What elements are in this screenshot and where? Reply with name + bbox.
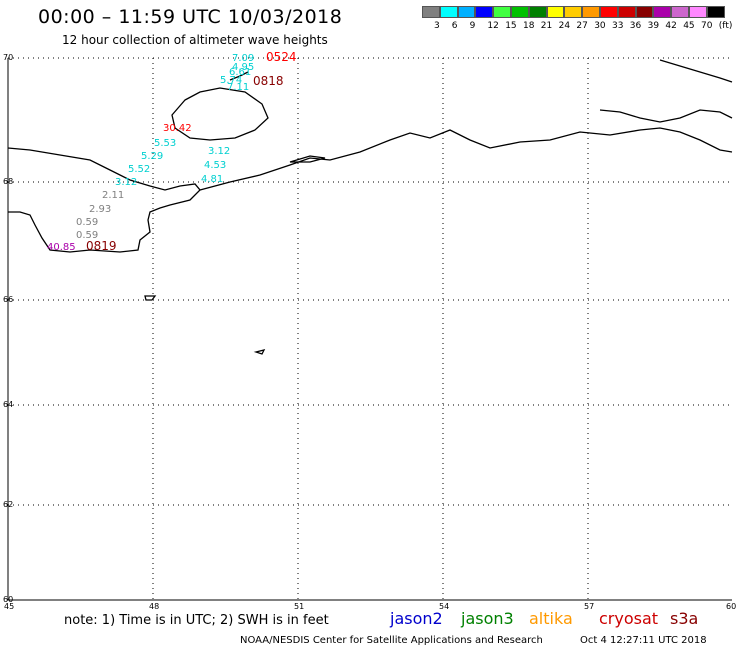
color-swatch bbox=[617, 6, 636, 18]
color-scale-label: 27 bbox=[576, 21, 588, 31]
color-swatch bbox=[564, 6, 583, 18]
color-swatch bbox=[599, 6, 618, 18]
coastline bbox=[7, 59, 733, 355]
color-scale-label: 12 bbox=[487, 21, 499, 31]
small-island-2 bbox=[253, 349, 266, 355]
color-swatch bbox=[546, 6, 565, 18]
color-swatch bbox=[528, 6, 547, 18]
wave-height-label: 5.52 bbox=[128, 164, 150, 175]
longitude-label: 54 bbox=[439, 602, 449, 611]
color-scale-label: 33 bbox=[612, 21, 624, 31]
novaya-zemlya-tip bbox=[229, 71, 249, 81]
color-scale-label: 30 bbox=[594, 21, 606, 31]
satellite-legend-item: cryosat bbox=[599, 609, 659, 628]
longitude-label: 48 bbox=[149, 602, 159, 611]
latitude-label: 66 bbox=[3, 295, 13, 304]
color-scale-label: 3 bbox=[434, 21, 440, 31]
pechora-coast bbox=[199, 127, 733, 191]
wave-height-label: 5.74 bbox=[220, 75, 242, 86]
color-scale-label: 24 bbox=[558, 21, 571, 31]
map-frame bbox=[7, 58, 732, 601]
color-swatch bbox=[510, 6, 529, 18]
color-swatch bbox=[653, 6, 672, 18]
color-swatch bbox=[671, 6, 689, 18]
map-title: 00:00 – 11:59 UTC 10/03/2018 bbox=[38, 6, 343, 28]
pass-time-label: 0819 bbox=[86, 239, 117, 253]
longitude-label: 60 bbox=[726, 602, 736, 611]
color-scale-label: 42 bbox=[665, 21, 677, 31]
wave-height-label: 4.95 bbox=[232, 62, 254, 73]
pass-time-label: 0524 bbox=[266, 50, 297, 64]
satellite-legend-item: jason2 bbox=[390, 609, 443, 628]
wave-height-label: 5.29 bbox=[141, 151, 163, 162]
satellite-legend-item: jason3 bbox=[461, 609, 514, 628]
longitude-label: 51 bbox=[294, 602, 304, 611]
map-subtitle: 12 hour collection of altimeter wave hei… bbox=[62, 33, 328, 47]
color-swatch bbox=[582, 6, 600, 18]
latitude-label: 64 bbox=[3, 400, 13, 409]
wave-height-label: 7.09 bbox=[232, 53, 254, 64]
latitude-label: 62 bbox=[3, 500, 13, 509]
wave-height-label: 5.53 bbox=[154, 138, 176, 149]
color-swatch bbox=[457, 6, 476, 18]
wave-height-label: 3.12 bbox=[115, 177, 137, 188]
satellite-legend-item: altika bbox=[529, 609, 573, 628]
longitude-label: 45 bbox=[4, 602, 14, 611]
wave-height-observations: 7.094.956.615.747.11 0524 0818 30.42 5.53 5.2… bbox=[47, 50, 297, 253]
latitude-label: 68 bbox=[3, 177, 13, 186]
lat-lon-grid bbox=[8, 57, 732, 600]
wave-height-label: 0.59 bbox=[76, 230, 98, 241]
yugorsky-coast bbox=[599, 109, 733, 123]
color-swatch bbox=[635, 6, 654, 18]
color-scale-label: 15 bbox=[505, 21, 517, 31]
footer-note: note: 1) Time is in UTC; 2) SWH is in fe… bbox=[64, 613, 329, 628]
pass-time-label: 0818 bbox=[253, 74, 284, 88]
color-swatch bbox=[439, 6, 458, 18]
generation-timestamp: Oct 4 12:27:11 UTC 2018 bbox=[580, 635, 707, 646]
color-scale-label: (ft) bbox=[718, 21, 733, 31]
color-scale-label: 9 bbox=[469, 21, 476, 31]
color-scale-label: 21 bbox=[540, 21, 553, 31]
color-swatch bbox=[422, 6, 440, 18]
wave-height-label: 4.53 bbox=[204, 160, 226, 171]
color-swatch bbox=[493, 6, 511, 18]
color-scale-label: 45 bbox=[683, 21, 695, 31]
color-swatch bbox=[688, 6, 707, 18]
wave-height-label: 3.12 bbox=[208, 146, 230, 157]
latitude-label: 60 bbox=[3, 595, 13, 604]
kanin-coast bbox=[7, 147, 201, 253]
dolgiy-island bbox=[289, 155, 326, 163]
wave-height-label: 4.81 bbox=[201, 174, 223, 185]
wave-height-label: 6.61 bbox=[229, 67, 251, 78]
wave-height-label: 2.93 bbox=[89, 204, 111, 215]
small-island-1 bbox=[144, 295, 157, 301]
color-scale-bar bbox=[422, 6, 725, 18]
color-scale-label: 36 bbox=[629, 21, 642, 31]
wave-height-label: 30.42 bbox=[163, 123, 192, 134]
novaya-zemlya-south bbox=[659, 59, 733, 83]
satellite-legend-item: s3a bbox=[670, 609, 699, 628]
color-scale-label: 6 bbox=[451, 21, 458, 31]
color-swatch bbox=[706, 6, 725, 18]
color-swatch bbox=[475, 6, 494, 18]
color-scale-label: 18 bbox=[523, 21, 535, 31]
longitude-label: 57 bbox=[584, 602, 594, 611]
latitude-label: 70 bbox=[3, 53, 13, 62]
wave-height-label: 40.85 bbox=[47, 242, 76, 253]
kolguev-island bbox=[171, 87, 269, 141]
wave-height-label: 0.59 bbox=[76, 217, 98, 228]
color-scale-label: 70 bbox=[701, 21, 713, 31]
wave-height-label: 2.11 bbox=[102, 190, 124, 201]
color-scale-label: 39 bbox=[647, 21, 660, 31]
wave-height-label: 7.11 bbox=[227, 82, 249, 93]
credit-line: NOAA/NESDIS Center for Satellite Applica… bbox=[240, 635, 543, 646]
